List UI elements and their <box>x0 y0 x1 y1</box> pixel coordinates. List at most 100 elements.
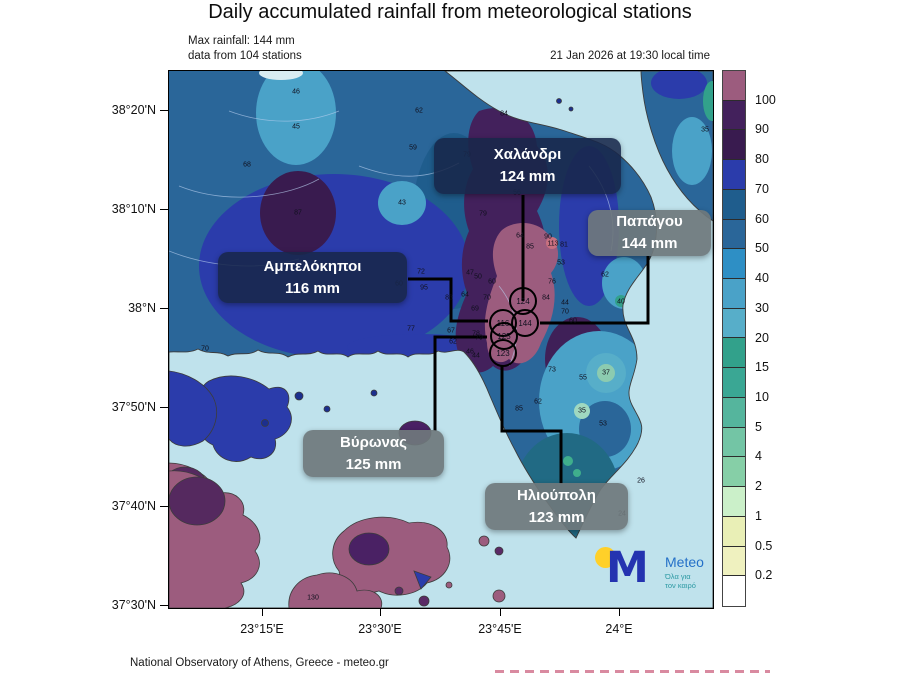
callout-station-name: Παπάγου <box>616 213 683 231</box>
station-value: 84 <box>500 110 508 118</box>
station-value: 55 <box>579 374 587 382</box>
colorbar-tick-label: 30 <box>755 300 769 315</box>
lat-tick-label: 37°40'N <box>111 499 156 513</box>
station-value: 50 <box>474 273 482 281</box>
station-value: 37 <box>602 369 610 377</box>
station-value: 64 <box>516 232 524 240</box>
station-value: 81 <box>560 241 568 249</box>
colorbar-tick-label: 2 <box>755 479 762 494</box>
colorbar-tick-label: 0.2 <box>755 568 773 583</box>
station-value: 67 <box>447 327 455 335</box>
station-value: 35 <box>578 407 586 415</box>
station-value: 47 <box>466 269 474 277</box>
station-value: 69 <box>471 305 479 313</box>
datetime-text: 21 Jan 2026 at 19:30 local time <box>550 50 710 62</box>
lat-tick <box>160 506 168 507</box>
station-value: 43 <box>398 199 406 207</box>
station-value: 79 <box>479 210 487 218</box>
station-value: 53 <box>557 259 565 267</box>
colorbar-tick-label: 40 <box>755 271 769 286</box>
callout-Παπάγου: Παπάγου 144 mm <box>588 210 711 256</box>
colorbar-segment <box>723 279 745 309</box>
station-value: 90 <box>544 233 552 241</box>
lat-tick <box>160 110 168 111</box>
lon-tick-label: 23°30'E <box>358 622 402 636</box>
lon-tick <box>500 608 501 616</box>
lon-tick <box>262 608 263 616</box>
colorbar-segment <box>723 427 745 458</box>
colorbar-tick-label: 10 <box>755 389 769 404</box>
station-value: 78 <box>472 330 480 338</box>
colorbar-tick-label: 70 <box>755 181 769 196</box>
colorbar <box>722 70 746 607</box>
lon-tick-label: 23°15'E <box>240 622 284 636</box>
colorbar-segment <box>723 576 745 606</box>
station-value: 85 <box>515 405 523 413</box>
callout-Ηλιούπολη: Ηλιούπολη 123 mm <box>485 483 628 530</box>
lat-tick-label: 37°50'N <box>111 400 156 414</box>
islands <box>169 98 574 608</box>
station-value: 87 <box>294 209 302 217</box>
station-value: 46 <box>466 348 474 356</box>
colorbar-segment <box>723 130 745 161</box>
callout-station-value: 144 mm <box>621 235 678 252</box>
station-value: 68 <box>243 161 251 169</box>
lat-tick <box>160 209 168 210</box>
station-value: 26 <box>637 477 645 485</box>
station-value: 83 <box>445 294 453 302</box>
callout-station-value: 123 mm <box>528 508 585 526</box>
lon-tick <box>619 608 620 616</box>
connector-ilioupoli <box>500 365 563 484</box>
colorbar-tick-label: 60 <box>755 211 769 226</box>
lon-tick <box>380 608 381 616</box>
station-value: 113 <box>547 240 559 248</box>
connector-papagou <box>540 256 650 325</box>
station-value: 130 <box>307 594 319 602</box>
station-value: 70 <box>483 294 491 302</box>
colorbar-tick-label: 0.5 <box>755 538 773 553</box>
station-value: 59 <box>409 144 417 152</box>
callout-Αμπελόκηποι: Αμπελόκηποι 116 mm <box>218 252 407 303</box>
station-value: 84 <box>542 294 550 302</box>
colorbar-segment <box>723 189 745 220</box>
colorbar-segment <box>723 100 745 131</box>
colorbar-tick-label: 100 <box>755 92 776 107</box>
colorbar-segment <box>723 338 745 369</box>
callout-station-name: Βύρωνας <box>340 433 407 451</box>
station-value: 60 <box>569 317 577 325</box>
station-value: 62 <box>534 398 542 406</box>
station-value: 45 <box>292 123 300 131</box>
station-value: 64 <box>461 291 469 299</box>
connector-ampelokipoi <box>408 277 488 323</box>
colorbar-tick-label: 5 <box>755 419 762 434</box>
colorbar-segment <box>723 249 745 280</box>
logo-tagline-line2: τον καιρό <box>665 581 696 590</box>
station-value: 44 <box>472 352 480 360</box>
max-rainfall-text: Max rainfall: 144 mm <box>188 35 295 47</box>
station-value: 35 <box>701 126 709 134</box>
colorbar-segment <box>723 397 745 428</box>
lat-tick-label: 38°20'N <box>111 103 156 117</box>
colorbar-tick-label: 90 <box>755 122 769 137</box>
station-value: 46 <box>292 88 300 96</box>
logo-sun-dot-icon <box>595 547 616 568</box>
connector-vyronas <box>433 335 487 431</box>
colorbar-segment <box>723 516 745 547</box>
callout-connectors <box>408 195 650 484</box>
station-value: 76 <box>548 278 556 286</box>
station-value: 62 <box>449 338 457 346</box>
station-value: 62 <box>601 271 609 279</box>
meteo-logo: M Meteo Όλα για τον καιρό <box>589 541 709 599</box>
attribution-text: National Observatory of Athens, Greece -… <box>130 657 389 669</box>
colorbar-segment <box>723 457 745 488</box>
colorbar-segment <box>723 219 745 250</box>
station-value: 85 <box>526 243 534 251</box>
peninsula-bottom <box>288 572 383 608</box>
station-value: 62 <box>415 107 423 115</box>
station-value: 95 <box>420 284 428 292</box>
station-value: 72 <box>417 268 425 276</box>
colorbar-tick-label: 80 <box>755 152 769 167</box>
colorbar-tick-label: 50 <box>755 241 769 256</box>
colorbar-tick-label: 1 <box>755 508 762 523</box>
stations-count-text: data from 104 stations <box>188 50 302 62</box>
